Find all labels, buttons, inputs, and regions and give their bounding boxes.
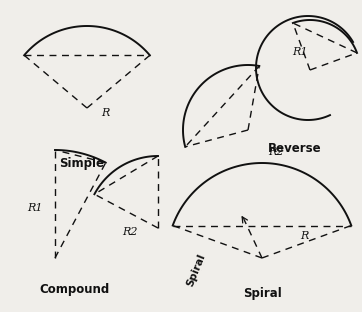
- Text: Spiral: Spiral: [243, 286, 281, 300]
- Text: R: R: [101, 108, 109, 118]
- Text: Spiral: Spiral: [185, 252, 207, 288]
- Text: Compound: Compound: [40, 284, 110, 296]
- Text: R1: R1: [27, 203, 43, 213]
- Text: R2: R2: [268, 147, 284, 157]
- Text: Reverse: Reverse: [268, 142, 322, 154]
- Text: R: R: [300, 231, 308, 241]
- Text: R2: R2: [122, 227, 138, 237]
- Text: R1: R1: [292, 47, 308, 57]
- Text: Simple: Simple: [59, 157, 105, 169]
